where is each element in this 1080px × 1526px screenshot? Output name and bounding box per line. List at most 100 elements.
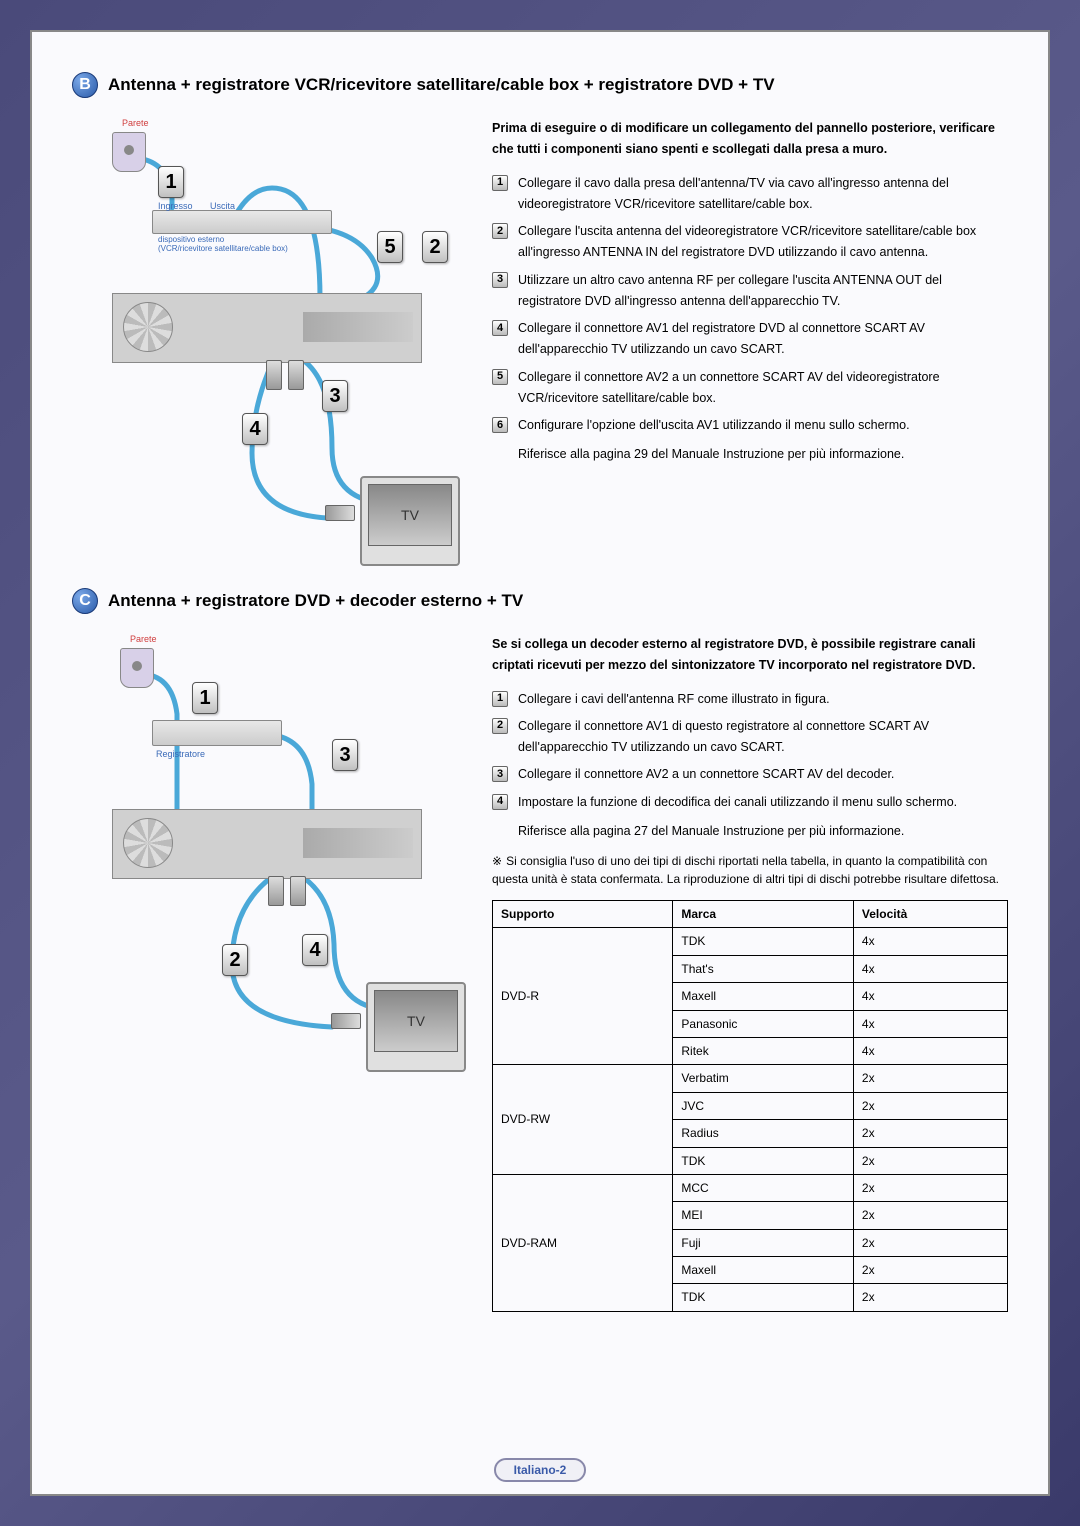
intro-b: Prima di eseguire o di modificare un col… (492, 118, 1008, 161)
ref-c: Riferisce alla pagina 27 del Manuale Ins… (518, 821, 1008, 842)
diagram-num-1-b: 1 (158, 166, 184, 198)
speed-cell: 2x (853, 1257, 1007, 1284)
support-table: SupportoMarcaVelocità DVD-RTDK4xThat's4x… (492, 900, 1008, 1312)
step-number: 1 (492, 175, 508, 191)
speed-cell: 2x (853, 1147, 1007, 1174)
brand-cell: MEI (673, 1202, 854, 1229)
footer-badge: Italiano-2 (494, 1458, 587, 1482)
section-c-title: Antenna + registratore DVD + decoder est… (108, 591, 523, 611)
section-b-content: Parete Ingresso Uscita dispositivo ester… (72, 118, 1008, 558)
scart-tv-c (331, 1013, 361, 1029)
step-text: Collegare l'uscita antenna del videoregi… (518, 221, 1008, 264)
brand-cell: TDK (673, 1284, 854, 1311)
speed-cell: 4x (853, 955, 1007, 982)
badge-c: C (72, 588, 98, 614)
scart-tv-b (325, 505, 355, 521)
brand-cell: MCC (673, 1174, 854, 1201)
fan-icon (123, 302, 173, 352)
scart-connector-b2 (266, 360, 282, 390)
dvd-recorder-c (112, 809, 422, 879)
vcr-box (152, 210, 332, 234)
badge-b: B (72, 72, 98, 98)
step-item: 3 Collegare il connettore AV2 a un connet… (492, 764, 1008, 785)
label-parete-b: Parete (122, 118, 149, 128)
brand-cell: Fuji (673, 1229, 854, 1256)
brand-cell: Panasonic (673, 1010, 854, 1037)
step-text: Collegare il connettore AV2 a un connett… (518, 367, 1008, 410)
step-item: 2Collegare il connettore AV1 di questo r… (492, 716, 1008, 759)
ports-area-c (303, 828, 413, 858)
diagram-b: Parete Ingresso Uscita dispositivo ester… (72, 118, 462, 558)
tv-c: TV (366, 982, 466, 1072)
step-number: 4 (492, 794, 508, 810)
section-b: B Antenna + registratore VCR/ricevitore … (72, 72, 1008, 558)
label-registratore: Registratore (156, 749, 205, 759)
brand-cell: Verbatim (673, 1065, 854, 1092)
tv-screen-c: TV (374, 990, 458, 1052)
tv-b: TV (360, 476, 460, 566)
diagram-num-1-c: 1 (192, 682, 218, 714)
diagram-num-5-b: 5 (377, 231, 403, 263)
ports-area (303, 312, 413, 342)
fan-icon-c (123, 818, 173, 868)
step-number: 1 (492, 691, 508, 707)
step-text: Collegare il connettore AV2 a un connett… (518, 764, 1008, 785)
speed-cell: 2x (853, 1229, 1007, 1256)
decoder-box (152, 720, 282, 746)
step-item: 1 Collegare il cavo dalla presa dell'ante… (492, 173, 1008, 216)
brand-cell: Radius (673, 1120, 854, 1147)
brand-cell: Ritek (673, 1037, 854, 1064)
step-item: 5 Collegare il connettore AV2 a un connet… (492, 367, 1008, 410)
table-row: DVD-RAMMCC2x (493, 1174, 1008, 1201)
wall-plate-b (112, 132, 146, 172)
step-number: 2 (492, 223, 508, 239)
step-number: 2 (492, 718, 508, 734)
step-item: 4Collegare il connettore AV1 del registr… (492, 318, 1008, 361)
section-c-content: Parete Registratore TV 1 3 4 2 (72, 634, 1008, 1312)
scart-c1 (290, 876, 306, 906)
ref-b: Riferisce alla pagina 29 del Manuale Ins… (518, 444, 1008, 465)
scart-c2 (268, 876, 284, 906)
diagram-c: Parete Registratore TV 1 3 4 2 (72, 634, 462, 1064)
step-text: Utilizzare un altro cavo antenna RF per … (518, 270, 1008, 313)
diagram-num-3-b: 3 (322, 380, 348, 412)
step-text: Configurare l'opzione dell'uscita AV1 ut… (518, 415, 1008, 436)
speed-cell: 2x (853, 1092, 1007, 1119)
speed-cell: 2x (853, 1202, 1007, 1229)
brand-cell: Maxell (673, 983, 854, 1010)
section-b-header: B Antenna + registratore VCR/ricevitore … (72, 72, 1008, 98)
label-uscita: Uscita (210, 201, 235, 211)
scart-connector-b1 (288, 360, 304, 390)
table-header: Velocità (853, 901, 1007, 928)
table-row: DVD-RWVerbatim2x (493, 1065, 1008, 1092)
brand-cell: TDK (673, 1147, 854, 1174)
speed-cell: 2x (853, 1284, 1007, 1311)
text-col-b: Prima di eseguire o di modificare un col… (492, 118, 1008, 558)
diagram-num-4-b: 4 (242, 413, 268, 445)
step-item: 2 Collegare l'uscita antenna del videoreg… (492, 221, 1008, 264)
section-c-header: C Antenna + registratore DVD + decoder e… (72, 588, 1008, 614)
table-header: Supporto (493, 901, 673, 928)
speed-cell: 4x (853, 1037, 1007, 1064)
step-number: 5 (492, 369, 508, 385)
dvd-recorder-b (112, 293, 422, 363)
step-number: 3 (492, 272, 508, 288)
table-header: Marca (673, 901, 854, 928)
label-parete-c: Parete (130, 634, 157, 644)
speed-cell: 4x (853, 928, 1007, 955)
diagram-num-3-c: 3 (332, 739, 358, 771)
manual-page: B Antenna + registratore VCR/ricevitore … (30, 30, 1050, 1496)
step-text: Impostare la funzione di decodifica dei … (518, 792, 1008, 813)
text-col-c: Se si collega un decoder esterno al regi… (492, 634, 1008, 1312)
step-item: 6Configurare l'opzione dell'uscita AV1 u… (492, 415, 1008, 436)
brand-cell: That's (673, 955, 854, 982)
step-text: Collegare i cavi dell'antenna RF come il… (518, 689, 1008, 710)
step-number: 3 (492, 766, 508, 782)
support-cell: DVD-RW (493, 1065, 673, 1175)
support-cell: DVD-R (493, 928, 673, 1065)
brand-cell: JVC (673, 1092, 854, 1119)
step-text: Collegare il cavo dalla presa dell'anten… (518, 173, 1008, 216)
diagram-num-2-c: 2 (222, 944, 248, 976)
diagram-num-4-c: 4 (302, 934, 328, 966)
table-row: DVD-RTDK4x (493, 928, 1008, 955)
